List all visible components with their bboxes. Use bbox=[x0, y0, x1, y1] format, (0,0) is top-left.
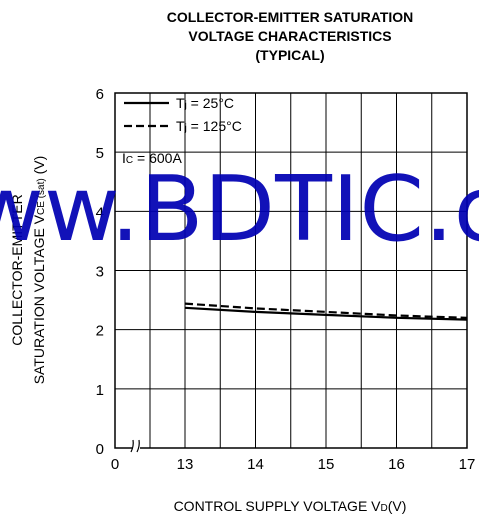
series-group bbox=[184, 302, 468, 321]
x-tick-label: 17 bbox=[459, 456, 476, 473]
y-tick-label: 4 bbox=[96, 204, 104, 221]
axis-break-gap bbox=[132, 440, 140, 454]
x-axis-label-main: CONTROL SUPPLY VOLTAGE V bbox=[173, 498, 381, 514]
legend-label-main: T bbox=[176, 95, 185, 111]
legend-label-main: T bbox=[176, 118, 185, 134]
watermark: www.BDTIC.com bbox=[0, 157, 479, 262]
x-axis-label: CONTROL SUPPLY VOLTAGE VD(V) bbox=[100, 498, 479, 514]
legend-label: Tj = 25°C bbox=[176, 95, 234, 111]
y-tick-label: 2 bbox=[96, 323, 104, 340]
legend-label-rest: = 25°C bbox=[187, 95, 234, 111]
tick-labels: 0 1 2 3 4 5 6 0 13 14 15 16 17 bbox=[96, 86, 476, 473]
y-axis-label-line-2: SATURATION VOLTAGE VCE (sat) (V) bbox=[31, 156, 47, 385]
legend-label-sub: j bbox=[184, 100, 187, 111]
y-axis-label-main: SATURATION VOLTAGE V bbox=[31, 214, 47, 384]
chart-title-line-3: (TYPICAL) bbox=[255, 47, 325, 63]
x-tick-label: 0 bbox=[111, 456, 119, 473]
x-tick-label: 13 bbox=[177, 456, 194, 473]
condition-main: I bbox=[122, 150, 126, 166]
chart-title-line-2: VOLTAGE CHARACTERISTICS bbox=[188, 28, 392, 44]
legend-label-rest: = 125°C bbox=[187, 118, 242, 134]
condition-rest: = 600A bbox=[133, 150, 182, 166]
x-tick-label: 15 bbox=[318, 456, 335, 473]
axis-break-stroke bbox=[136, 439, 140, 453]
grid bbox=[115, 93, 467, 448]
x-axis-label-sub: D bbox=[380, 503, 388, 514]
condition-label: IC = 600A bbox=[122, 150, 182, 166]
y-tick-label: 0 bbox=[96, 441, 104, 458]
x-axis-break-icon bbox=[130, 439, 140, 454]
legend-label: Tj = 125°C bbox=[176, 118, 242, 134]
legend: Tj = 25°CTj = 125°C bbox=[124, 95, 242, 134]
legend-label-sub: j bbox=[184, 123, 187, 134]
series-line-tj-125 bbox=[184, 302, 468, 319]
x-axis-label-unit: (V) bbox=[387, 498, 407, 514]
y-axis-label-line-1: COLLECTOR-EMITTER bbox=[9, 194, 25, 345]
y-axis-label-sub: CE (sat) bbox=[36, 178, 47, 215]
y-tick-label: 5 bbox=[96, 145, 104, 162]
y-tick-label: 6 bbox=[96, 86, 104, 103]
plot-frame bbox=[114, 92, 468, 449]
y-tick-label: 1 bbox=[96, 382, 104, 399]
series-line-tj-25 bbox=[184, 306, 468, 321]
x-tick-label: 16 bbox=[388, 456, 405, 473]
x-tick-label: 14 bbox=[247, 456, 264, 473]
condition-sub: C bbox=[126, 155, 133, 166]
axis-break-stroke bbox=[130, 439, 134, 453]
y-tick-label: 3 bbox=[96, 264, 104, 281]
y-axis-label-unit: (V) bbox=[31, 156, 47, 179]
chart-title-line-1: COLLECTOR-EMITTER SATURATION bbox=[166, 9, 414, 25]
